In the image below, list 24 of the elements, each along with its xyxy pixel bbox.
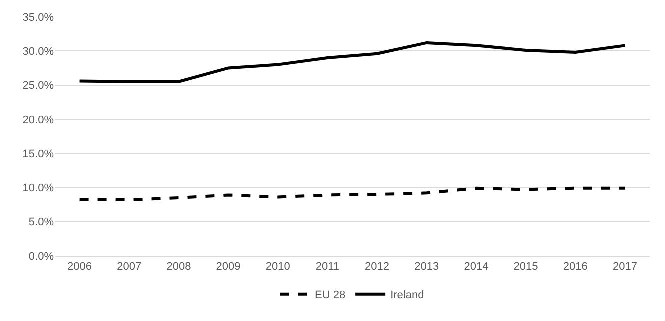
- x-tick-label: 2012: [365, 261, 390, 274]
- line-series: [78, 186, 627, 202]
- x-tick-label: 2014: [464, 261, 489, 274]
- x-tick-label: 2013: [414, 261, 440, 274]
- x-tick-label: 2006: [68, 261, 92, 274]
- y-tick-label: 30.0%: [22, 46, 54, 58]
- x-tick-label: 2010: [266, 261, 290, 274]
- x-tick-label: 2016: [563, 261, 588, 274]
- y-tick-label: 25.0%: [22, 80, 54, 92]
- y-tick-label: 35.0%: [22, 12, 54, 24]
- x-tick-label: 2015: [514, 261, 538, 274]
- x-tick-label: 2007: [117, 261, 142, 274]
- y-tick-label: 5.0%: [28, 216, 54, 229]
- y-tick-label: 15.0%: [22, 148, 54, 160]
- x-tick-label: 2008: [166, 261, 192, 274]
- y-tick-label: 0.0%: [28, 250, 54, 263]
- y-tick-label: 10.0%: [22, 182, 54, 195]
- x-tick-label: 2009: [216, 261, 241, 274]
- x-tick-label: 2017: [612, 261, 638, 274]
- x-tick-label: 2011: [316, 261, 340, 274]
- y-tick-label: 20.0%: [22, 114, 54, 126]
- legend-label: EU 28: [315, 290, 346, 302]
- line-series: [78, 41, 627, 84]
- legend-label: Ireland: [390, 290, 424, 302]
